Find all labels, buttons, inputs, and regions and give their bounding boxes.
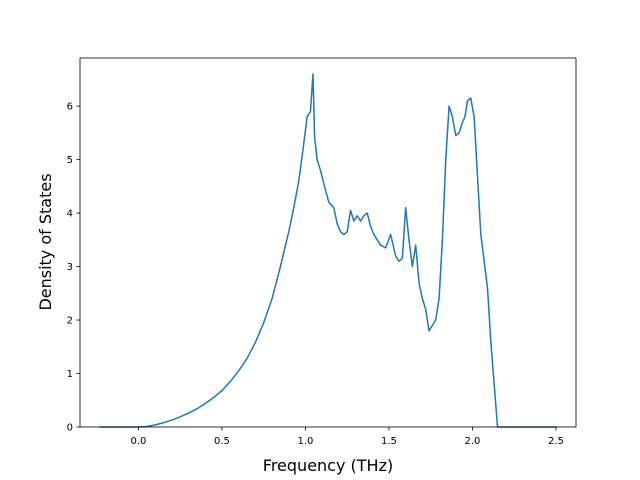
plot-area [79,57,577,428]
y-tick-label: 1 [67,369,73,380]
y-axis-ticks: 0 1 2 3 4 5 6 [67,102,80,434]
x-tick-label: 0.5 [214,436,230,447]
y-tick-label: 6 [67,102,73,113]
x-tick-label: 2.0 [465,436,481,447]
x-axis-title: Frequency (THz) [263,456,393,475]
y-tick-label: 5 [67,155,73,166]
y-tick-label: 3 [67,262,73,273]
x-tick-label: 1.0 [298,436,314,447]
y-tick-label: 4 [67,209,73,220]
x-tick-label: 2.5 [548,436,564,447]
y-axis-title: Density of States [36,173,55,310]
dos-line-series-0 [99,73,557,428]
y-tick-label: 0 [67,423,73,434]
y-tick-label: 2 [67,316,73,327]
x-axis-ticks: 0.0 0.5 1.0 1.5 2.0 2.5 [130,427,564,447]
axes-frame [79,57,577,428]
x-tick-label: 1.5 [381,436,397,447]
x-tick-label: 0.0 [130,436,146,447]
